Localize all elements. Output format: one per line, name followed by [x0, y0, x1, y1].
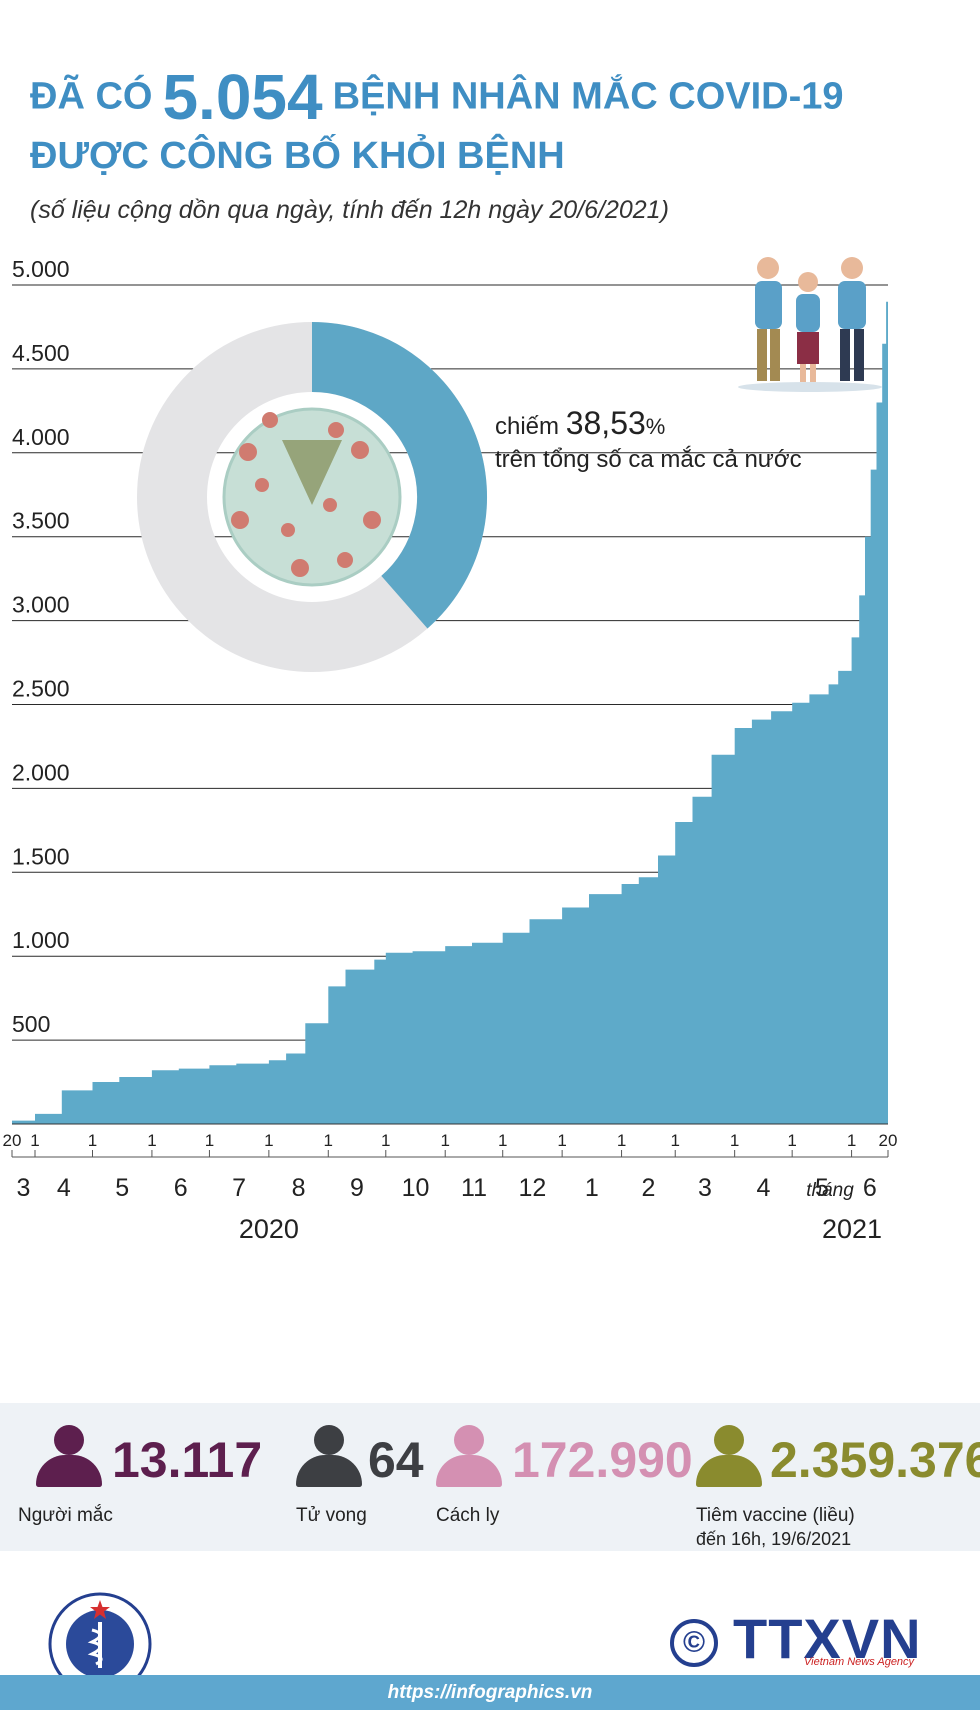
x-month-label: 4 — [756, 1174, 770, 1202]
stat-value: 64 — [368, 1432, 424, 1488]
stat-value: 13.117 — [112, 1432, 263, 1488]
x-tick-day-label: 1 — [440, 1131, 449, 1150]
x-year-label: 2020 — [239, 1214, 299, 1244]
donut-annotation: chiếm 38,53% trên tổng số ca mắc cả nước — [495, 405, 802, 474]
x-month-label: 1 — [585, 1174, 599, 1202]
x-month-word: tháng — [806, 1180, 854, 1201]
x-month-label: 3 — [698, 1174, 712, 1202]
person-right — [838, 257, 866, 381]
y-tick-label: 3.000 — [12, 592, 70, 618]
y-tick-label: 3.500 — [12, 508, 70, 534]
y-tick-label: 5.000 — [12, 256, 70, 282]
x-tick-day-label: 1 — [670, 1131, 679, 1150]
x-tick-day-label: 1 — [617, 1131, 626, 1150]
y-axis-labels: 500 1.000 1.500 2.000 2.500 3.000 3.500 4.000 4.… — [12, 256, 70, 1037]
x-tick-day-label: 20 — [879, 1131, 898, 1150]
person-icon-head — [54, 1425, 84, 1455]
x-tick-day-label: 1 — [730, 1131, 739, 1150]
stat-label: Cách ly — [436, 1505, 500, 1526]
x-month-label: 3 — [17, 1174, 31, 1202]
x-month-label: 11 — [461, 1174, 487, 1202]
person-icon — [696, 1425, 762, 1487]
x-tick-day-label: 1 — [498, 1131, 507, 1150]
x-axis: 20314151617181911011111211121314151620th… — [3, 1131, 898, 1244]
x-tick-day-label: 1 — [847, 1131, 856, 1150]
stat-label: Tử vong — [296, 1505, 367, 1526]
x-month-label: 5 — [115, 1174, 129, 1202]
donut-percent-line: chiếm 38,53% — [495, 405, 802, 442]
donut-lead-text: chiếm — [495, 413, 560, 440]
page-subtitle: (số liệu cộng dồn qua ngày, tính đến 12h… — [30, 196, 669, 224]
x-tick-day-label: 1 — [88, 1131, 97, 1150]
x-tick-day-label: 1 — [381, 1131, 390, 1150]
copyright-icon: © — [670, 1619, 718, 1667]
person-icon-body — [296, 1455, 362, 1487]
y-tick-label: 4.000 — [12, 424, 70, 450]
x-tick-day-label: 1 — [787, 1131, 796, 1150]
x-tick-day-label: 1 — [30, 1131, 39, 1150]
stat-label: Người mắc — [18, 1505, 113, 1526]
person-icon — [36, 1425, 102, 1487]
ttxvn-logo: TTXVN — [733, 1607, 922, 1670]
x-tick-day-label: 1 — [147, 1131, 156, 1150]
y-tick-label: 2.000 — [12, 759, 70, 785]
page-title-line2: ĐƯỢC CÔNG BỐ KHỎI BỆNH — [30, 135, 565, 177]
people-illustration — [738, 257, 882, 392]
x-tick-day-label: 1 — [205, 1131, 214, 1150]
title-suffix: BỆNH NHÂN MẮC COVID-19 — [332, 75, 844, 118]
x-month-label: 5 — [815, 1174, 829, 1202]
x-month-label: 9 — [350, 1174, 364, 1202]
area-series — [12, 275, 888, 1124]
stat-note: đến 16h, 19/6/2021 — [696, 1529, 852, 1549]
person-icon-head — [714, 1425, 744, 1455]
y-tick-label: 1.500 — [12, 843, 70, 869]
x-month-label: 12 — [518, 1174, 546, 1202]
y-tick-label: 500 — [12, 1011, 50, 1037]
stats-panel: 13.117 Người mắc 64 Tử vong 172.990 Cách… — [0, 1403, 980, 1551]
person-icon-body — [696, 1455, 762, 1487]
x-tick-day-label: 1 — [324, 1131, 333, 1150]
person-icon-head — [314, 1425, 344, 1455]
vna-tagline: Vietnam News Agency — [804, 1656, 915, 1668]
x-month-label: 6 — [174, 1174, 188, 1202]
share-donut-chart — [137, 322, 487, 672]
person-left — [755, 257, 782, 381]
y-tick-label: 1.000 — [12, 927, 70, 953]
virus-illustration — [222, 407, 402, 587]
x-month-label: 7 — [232, 1174, 246, 1202]
x-month-label: 6 — [863, 1174, 877, 1202]
person-middle — [796, 272, 820, 382]
y-tick-label: 2.500 — [12, 676, 70, 702]
stat-label: Tiêm vaccine (liều) — [696, 1505, 855, 1526]
footer-bar — [0, 1675, 980, 1710]
stat-value: 2.359.376 — [770, 1432, 980, 1488]
y-tick-label: 4.500 — [12, 340, 70, 366]
title-prefix: ĐÃ CÓ — [30, 75, 153, 118]
footer-url-link[interactable]: https://infographics.vn — [387, 1682, 593, 1703]
recovery-area-chart: 500 1.000 1.500 2.000 2.500 3.000 3.500 4.000 4.… — [0, 250, 980, 1375]
person-icon-head — [454, 1425, 484, 1455]
person-icon-body — [36, 1455, 102, 1487]
person-icon-body — [436, 1455, 502, 1487]
x-month-label: 2 — [641, 1174, 655, 1202]
donut-share-segment — [311, 322, 487, 629]
donut-percent-value: 38,53 — [565, 405, 646, 441]
x-tick-day-label: 1 — [557, 1131, 566, 1150]
stat-value: 172.990 — [512, 1432, 693, 1488]
x-month-label: 4 — [57, 1174, 71, 1202]
x-month-label: 10 — [402, 1174, 430, 1202]
donut-percent-sign: % — [645, 414, 666, 439]
x-tick-day-label: 20 — [3, 1131, 22, 1150]
x-month-label: 8 — [292, 1174, 306, 1202]
area-series-layer — [12, 275, 888, 1125]
person-icon — [296, 1425, 362, 1487]
person-icon — [436, 1425, 502, 1487]
x-year-label: 2021 — [822, 1214, 882, 1244]
ministry-of-health-logo — [48, 1592, 152, 1696]
x-tick-day-label: 1 — [264, 1131, 273, 1150]
page-title: ĐÃ CÓ 5.054 BỆNH NHÂN MẮC COVID-19 — [30, 60, 844, 133]
title-highlight-number: 5.054 — [162, 61, 323, 133]
donut-description: trên tổng số ca mắc cả nước — [495, 446, 802, 473]
